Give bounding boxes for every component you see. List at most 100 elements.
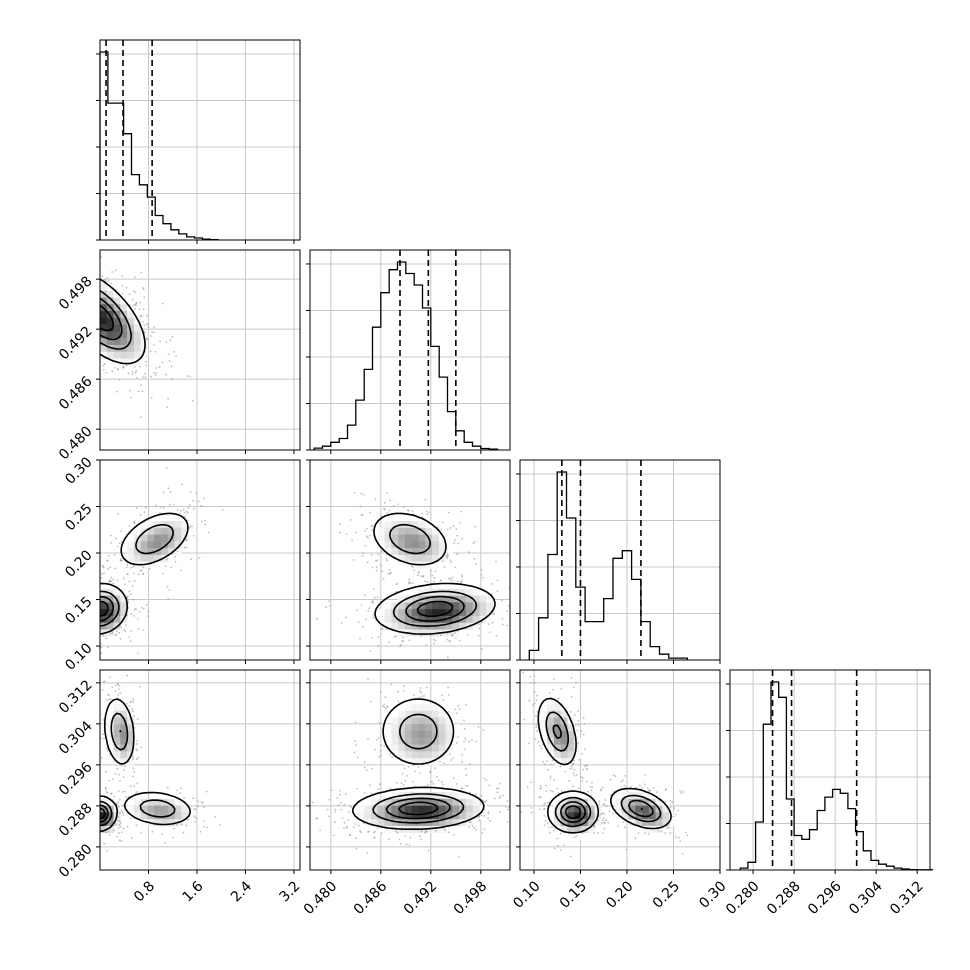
- density-cell: [432, 758, 440, 766]
- scatter-point: [132, 290, 135, 293]
- scatter-point: [72, 800, 74, 802]
- histogram-step: [739, 681, 934, 871]
- scatter-point: [61, 634, 63, 636]
- scatter-point: [418, 771, 421, 774]
- scatter-point: [115, 630, 118, 633]
- scatter-point: [417, 766, 419, 768]
- scatter-point: [80, 839, 82, 841]
- density-cell: [445, 724, 453, 732]
- scatter-point: [173, 827, 175, 830]
- scatter-point: [135, 824, 138, 827]
- scatter-point: [112, 582, 114, 585]
- scatter-point: [529, 610, 531, 612]
- scatter-point: [185, 824, 188, 827]
- scatter-point: [376, 827, 379, 830]
- density-cell: [404, 724, 412, 732]
- scatter-point: [74, 639, 76, 641]
- scatter-point: [85, 794, 87, 796]
- scatter-point: [385, 705, 388, 708]
- x-tick-label: 0.8: [131, 878, 158, 905]
- scatter-point: [95, 270, 97, 272]
- scatter-point: [429, 569, 432, 572]
- density-cell: [445, 751, 453, 759]
- x-tick-label: 2.4: [228, 878, 255, 905]
- scatter-point: [463, 748, 466, 751]
- y-tick-label: 0.486: [56, 373, 96, 413]
- density-cell: [472, 595, 480, 603]
- scatter-point: [340, 622, 343, 624]
- density-cell: [465, 602, 474, 610]
- scatter-point: [456, 534, 459, 537]
- scatter-point: [186, 519, 189, 522]
- scatter-point: [64, 260, 66, 262]
- density-cell: [411, 737, 419, 745]
- scatter-point: [128, 525, 131, 527]
- scatter-point: [425, 686, 428, 689]
- scatter-point: [135, 302, 138, 305]
- scatter-point: [545, 784, 547, 787]
- scatter-point: [73, 263, 75, 265]
- density-cell: [418, 724, 426, 732]
- scatter-point: [56, 335, 58, 337]
- scatter-point: [70, 597, 72, 599]
- scatter-point: [368, 607, 371, 610]
- layer-density: [100, 283, 677, 840]
- density-cell: [161, 819, 169, 827]
- scatter-point: [192, 399, 194, 402]
- scatter-point: [377, 645, 380, 647]
- scatter-point: [174, 560, 177, 563]
- scatter-point: [679, 789, 682, 792]
- density-cell: [472, 798, 480, 806]
- scatter-point: [485, 779, 488, 781]
- density-cell: [438, 731, 446, 739]
- scatter-point: [73, 599, 75, 601]
- density-cell: [465, 595, 474, 603]
- scatter-point: [512, 611, 514, 613]
- scatter-point: [449, 527, 452, 529]
- scatter-point: [440, 781, 443, 783]
- density-cell: [472, 622, 480, 630]
- density-cell: [655, 798, 663, 806]
- density-cell: [106, 324, 114, 332]
- scatter-point: [65, 268, 67, 270]
- density-cell: [398, 805, 406, 813]
- scatter-point: [477, 623, 480, 626]
- scatter-point: [461, 761, 464, 763]
- scatter-point: [382, 577, 385, 580]
- scatter-point: [114, 567, 117, 570]
- scatter-point: [624, 774, 627, 777]
- scatter-point: [420, 575, 423, 577]
- scatter-point: [152, 372, 155, 374]
- scatter-point: [134, 371, 137, 374]
- scatter-point: [125, 702, 128, 705]
- density-cell: [106, 338, 114, 346]
- density-cell: [167, 521, 175, 529]
- scatter-point: [316, 817, 319, 820]
- scatter-point: [374, 748, 376, 751]
- scatter-point: [442, 698, 445, 701]
- scatter-point: [173, 350, 176, 353]
- scatter-point: [473, 558, 476, 560]
- scatter-point: [46, 258, 48, 260]
- scatter-point: [581, 780, 584, 782]
- histogram-step: [528, 471, 689, 660]
- density-cell: [133, 805, 141, 813]
- scatter-point: [347, 810, 350, 813]
- scatter-point: [439, 579, 442, 582]
- density-cell: [452, 724, 460, 732]
- scatter-point: [569, 855, 572, 858]
- scatter-point: [133, 520, 136, 523]
- scatter-point: [528, 742, 530, 745]
- scatter-point: [80, 229, 82, 231]
- density-cell: [438, 588, 446, 596]
- scatter-point: [125, 286, 128, 289]
- density-cell: [587, 798, 595, 806]
- density-cell: [100, 825, 108, 834]
- density-cell: [161, 548, 169, 556]
- density-cell: [411, 622, 419, 630]
- scatter-point: [552, 678, 555, 681]
- scatter-point: [169, 339, 172, 341]
- scatter-point: [371, 636, 374, 639]
- density-cell: [567, 744, 575, 752]
- scatter-point: [328, 600, 331, 602]
